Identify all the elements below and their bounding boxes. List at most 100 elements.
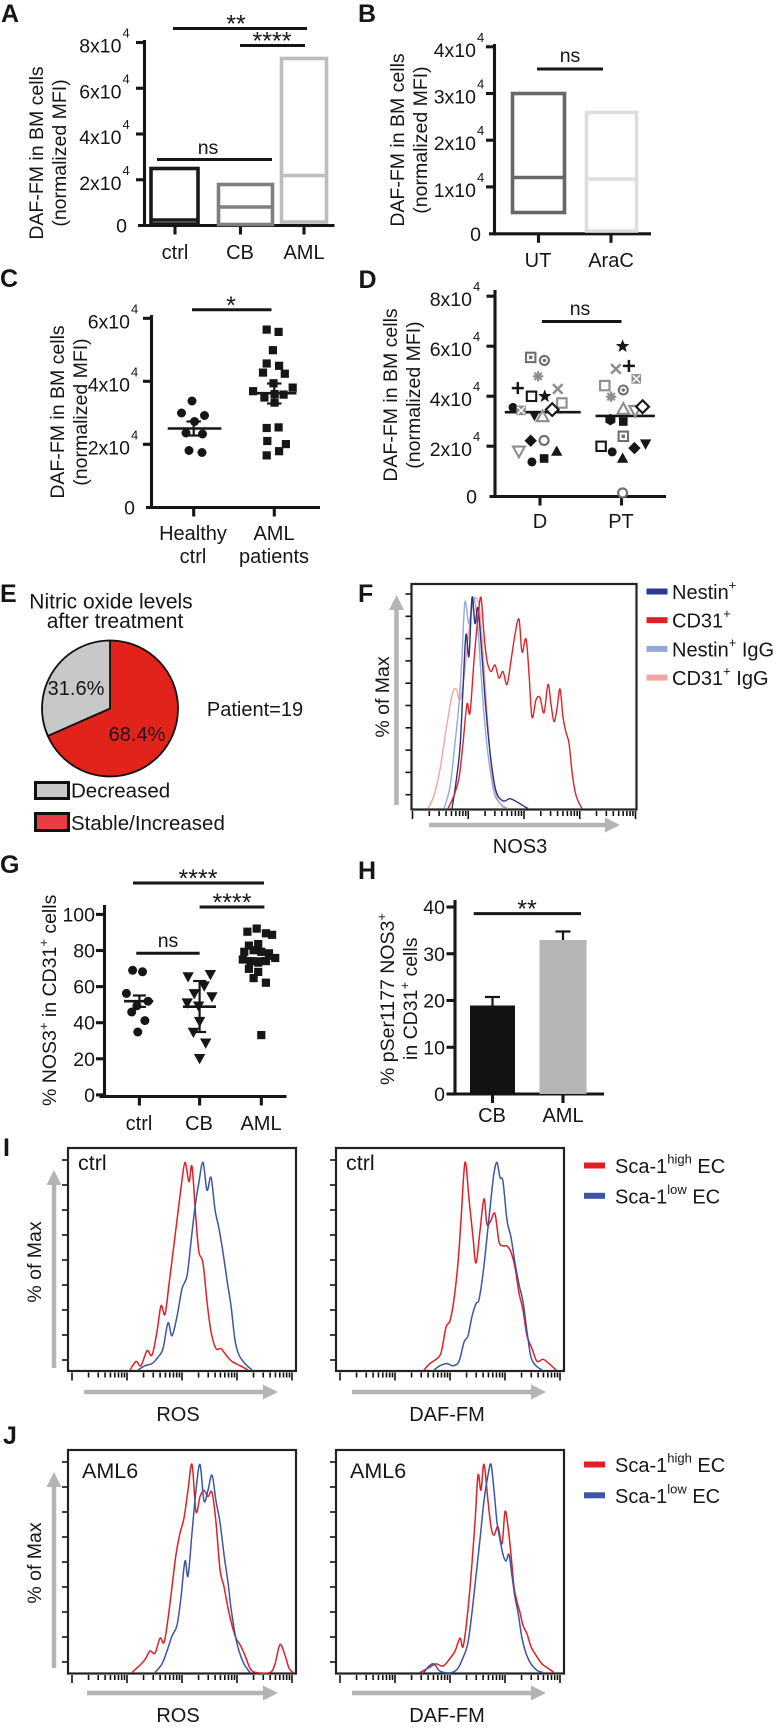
svg-text:0: 0 [84,1085,95,1107]
svg-text:F: F [358,580,373,608]
svg-text:*: * [226,292,236,320]
svg-text:(normalized MFI): (normalized MFI) [403,321,425,468]
svg-text:4: 4 [123,117,130,132]
svg-text:****: **** [253,28,292,56]
svg-text:Stable/Increased: Stable/Increased [71,812,225,835]
svg-text:DAF-FM in BM cells: DAF-FM in BM cells [26,66,48,240]
svg-text:4: 4 [123,26,130,41]
svg-text:40: 40 [73,1013,95,1035]
svg-text:**: ** [517,896,537,924]
svg-text:DAF-FM in BM cells: DAF-FM in BM cells [47,325,69,499]
svg-text:AML6: AML6 [350,1459,406,1483]
svg-text:10: 10 [423,1037,445,1059]
svg-text:Patient=19: Patient=19 [207,699,303,721]
svg-text:4: 4 [473,329,480,344]
svg-text:****: **** [179,865,218,893]
svg-text:6x10: 6x10 [88,311,130,333]
svg-text:% of Max: % of Max [24,1221,46,1303]
svg-text:CB: CB [478,1105,506,1127]
svg-text:4: 4 [477,123,484,138]
svg-text:4x10: 4x10 [430,389,472,411]
svg-text:% of Max: % of Max [24,1522,46,1604]
svg-text:NOS3: NOS3 [493,836,547,858]
svg-text:0: 0 [116,216,127,238]
svg-text:CB: CB [185,1113,213,1135]
svg-text:DAF-FM in BM cells: DAF-FM in BM cells [387,53,409,227]
svg-text:8x10: 8x10 [430,289,472,311]
svg-text:4: 4 [473,379,480,394]
svg-text:ns: ns [560,45,581,67]
svg-text:ns: ns [198,137,219,159]
svg-text:% of Max: % of Max [372,656,394,738]
svg-text:**: ** [226,11,246,39]
svg-text:DAF-FM: DAF-FM [409,1404,485,1426]
svg-text:AML6: AML6 [82,1459,138,1483]
svg-text:patients: patients [239,546,309,568]
svg-text:ctrl: ctrl [78,1151,107,1175]
svg-text:60: 60 [73,977,95,999]
svg-text:4: 4 [131,364,138,379]
svg-text:J: J [3,1422,17,1450]
svg-text:ROS: ROS [156,1404,199,1426]
svg-text:3x10: 3x10 [434,87,476,109]
svg-text:after treatment: after treatment [47,610,184,633]
svg-text:4: 4 [123,163,130,178]
svg-text:ctrl: ctrl [346,1151,375,1175]
svg-text:****: **** [213,889,252,917]
svg-text:4: 4 [131,301,138,316]
svg-text:6x10: 6x10 [79,81,121,103]
svg-text:4: 4 [477,170,484,185]
svg-text:8x10: 8x10 [79,36,121,58]
svg-text:D: D [533,511,547,533]
svg-text:Nestin+ IgG: Nestin+ IgG [672,635,774,662]
svg-text:in CD31+ cells: in CD31+ cells [397,937,422,1060]
svg-text:2x10: 2x10 [430,439,472,461]
svg-text:PT: PT [608,511,634,533]
svg-text:A: A [1,0,19,28]
svg-text:4: 4 [131,427,138,442]
svg-text:CD31+: CD31+ [672,606,731,633]
svg-text:DAF-FM in BM cells: DAF-FM in BM cells [380,308,402,482]
svg-text:4: 4 [123,71,130,86]
svg-text:Healthy: Healthy [159,523,227,545]
svg-text:Nitric oxide levels: Nitric oxide levels [29,591,192,614]
svg-text:0: 0 [470,224,481,246]
svg-text:4: 4 [477,30,484,45]
svg-text:4x10: 4x10 [88,374,130,396]
svg-text:Decreased: Decreased [71,780,170,803]
svg-text:B: B [358,0,376,28]
svg-text:30: 30 [423,944,445,966]
svg-text:CD31+ IgG: CD31+ IgG [672,664,769,691]
svg-text:0: 0 [124,498,135,520]
svg-text:E: E [0,580,17,608]
svg-text:C: C [0,265,18,293]
svg-text:AML: AML [283,242,324,264]
svg-text:ROS: ROS [156,1705,199,1727]
svg-text:AML: AML [240,1113,281,1135]
svg-text:G: G [0,851,19,879]
svg-text:ns: ns [158,930,179,952]
svg-text:(normalized MFI): (normalized MFI) [410,66,432,213]
svg-text:20: 20 [423,991,445,1013]
svg-text:31.6%: 31.6% [48,678,105,700]
svg-text:68.4%: 68.4% [109,724,166,746]
svg-text:20: 20 [73,1049,95,1071]
svg-text:CB: CB [226,242,254,264]
svg-text:0: 0 [466,487,477,509]
svg-text:2x10: 2x10 [434,133,476,155]
svg-text:ctrl: ctrl [180,546,207,568]
svg-text:ctrl: ctrl [162,242,189,264]
svg-text:AML: AML [253,523,294,545]
svg-text:2x10: 2x10 [79,173,121,195]
svg-text:1x10: 1x10 [434,180,476,202]
svg-text:(normalized MFI): (normalized MFI) [49,79,71,226]
svg-text:4x10: 4x10 [434,40,476,62]
svg-text:4: 4 [473,429,480,444]
svg-text:4: 4 [473,279,480,294]
svg-text:100: 100 [62,904,95,926]
svg-text:ctrl: ctrl [126,1113,153,1135]
svg-text:0: 0 [434,1084,445,1106]
svg-text:DAF-FM: DAF-FM [409,1705,485,1727]
svg-text:AML: AML [542,1105,583,1127]
svg-text:AraC: AraC [588,250,634,272]
